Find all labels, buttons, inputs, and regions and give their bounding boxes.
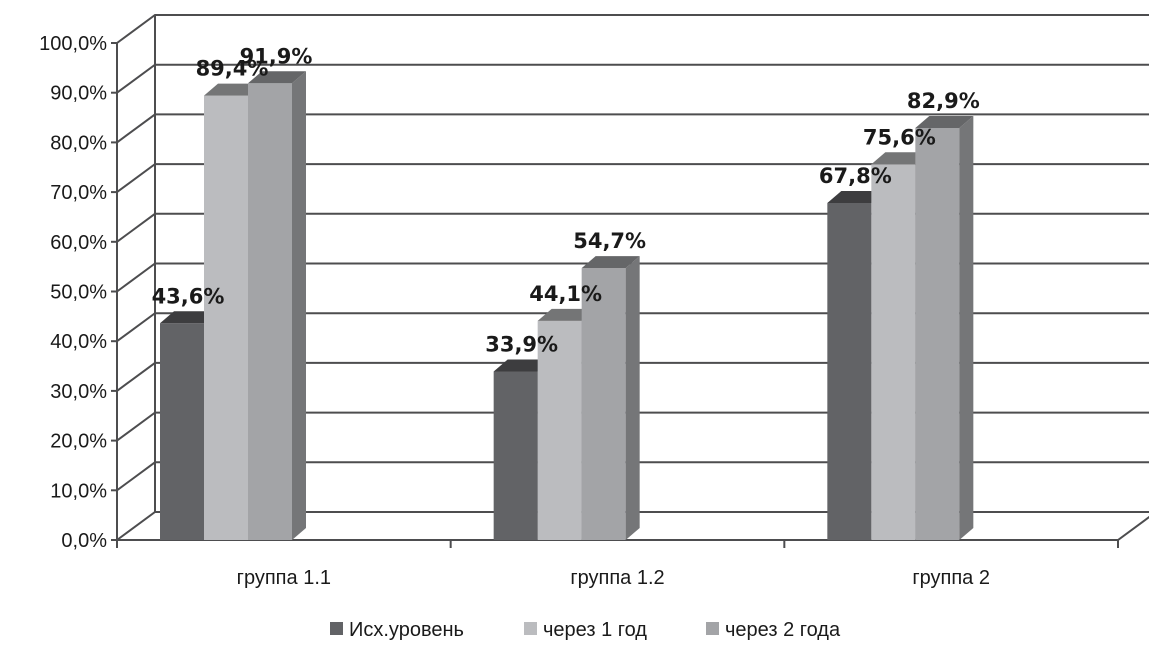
y-tick-label: 30,0% <box>50 381 107 403</box>
data-label: 33,9% <box>485 333 558 357</box>
y-tick-label: 80,0% <box>50 132 107 154</box>
bar <box>581 256 640 540</box>
bar-top <box>827 191 886 204</box>
bar-top <box>537 308 596 321</box>
bar-front <box>827 203 872 540</box>
bar-top <box>160 311 218 324</box>
bar-front <box>248 83 292 540</box>
bar <box>915 115 974 540</box>
bar-front <box>581 268 626 540</box>
y-tick-label: 20,0% <box>50 431 107 453</box>
bar-side <box>292 71 306 540</box>
bar-front <box>915 127 960 540</box>
y-tick-label: 10,0% <box>50 480 107 502</box>
data-label: 91,9% <box>240 44 313 68</box>
legend-label: через 2 года <box>725 619 841 641</box>
y-tick-label: 40,0% <box>50 331 107 353</box>
y-tick-label: 50,0% <box>50 282 107 304</box>
bar-side <box>625 256 640 540</box>
data-label: 82,9% <box>907 89 980 113</box>
bar-front <box>160 323 204 540</box>
axes: 0,0% 10,0% 20,0% 30,0% 40,0% 50,0% 60,0% 70,0% 8… <box>39 15 1149 589</box>
bar-top <box>581 256 640 269</box>
legend-swatch <box>706 622 719 635</box>
data-label: 75,6% <box>863 125 936 149</box>
x-category-label: группа 1.1 <box>237 567 331 589</box>
bar-top <box>915 115 974 128</box>
y-tick-label: 70,0% <box>50 182 107 204</box>
bar-top <box>204 83 262 96</box>
bar-front <box>871 164 916 540</box>
bar-top <box>248 71 306 84</box>
data-label: 44,1% <box>529 282 602 306</box>
legend-label: через 1 год <box>543 619 647 641</box>
bar-side <box>959 115 974 540</box>
bar-front <box>537 320 582 540</box>
data-label: 54,7% <box>573 229 646 253</box>
y-tick-label: 0,0% <box>61 530 107 552</box>
y-tick-label: 90,0% <box>50 83 107 105</box>
data-label: 67,8% <box>819 164 892 188</box>
x-category-label: группа 2 <box>912 567 990 589</box>
y-tick-label: 60,0% <box>50 232 107 254</box>
data-labels: 43,6% 89,4%91,9% 33,9% 44,1% 54,7% 67,8% 75,6%… <box>152 44 980 356</box>
bar-top <box>871 152 930 165</box>
bar-front <box>204 95 248 540</box>
y-tick-label: 100,0% <box>39 33 107 55</box>
legend-label: Исх.уровень <box>349 619 464 641</box>
legend: Исх.уровень через 1 год через 2 года <box>330 619 841 641</box>
bar-top <box>493 359 552 372</box>
data-label: 89,4% <box>196 57 269 81</box>
x-category-label: группа 1.2 <box>570 567 664 589</box>
legend-swatch <box>524 622 537 635</box>
legend-swatch <box>330 622 343 635</box>
bars <box>160 71 974 540</box>
bar-front <box>493 371 538 540</box>
bar <box>248 71 306 540</box>
data-label: 43,6% <box>152 284 225 308</box>
